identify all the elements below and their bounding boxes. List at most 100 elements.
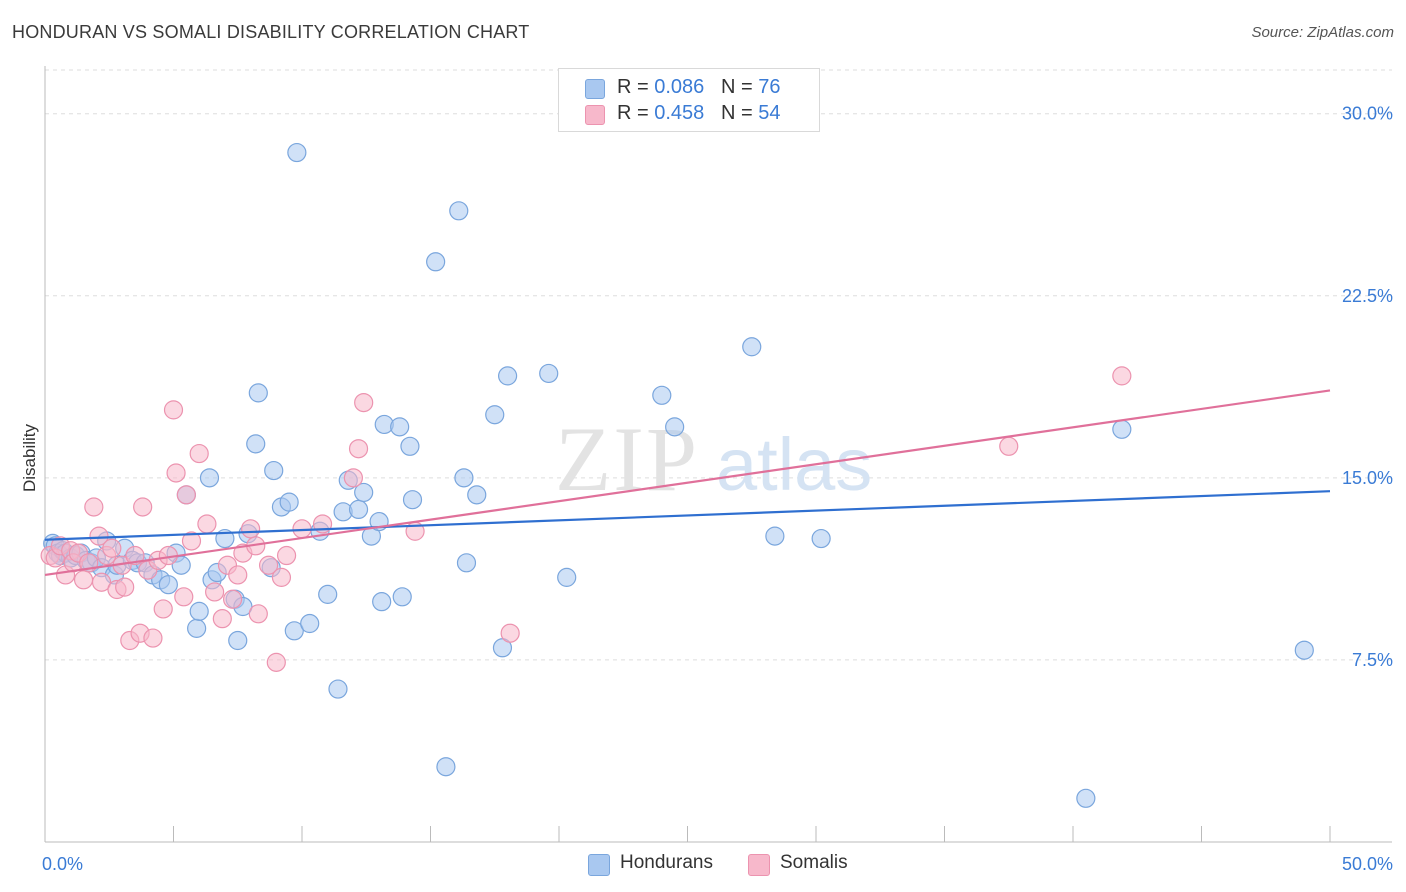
honduran-point — [456, 553, 477, 573]
honduran-point — [248, 383, 268, 403]
honduran-point — [454, 468, 474, 488]
y-tick-label: 30.0% — [1342, 104, 1393, 124]
y-tick-label: 22.5% — [1342, 286, 1393, 306]
honduran-point — [1112, 419, 1132, 439]
legend-text-somalis: R = 0.458 N = 54 — [617, 102, 781, 124]
somali-point — [1112, 366, 1132, 386]
honduran-point — [1294, 640, 1314, 660]
somali-point — [73, 570, 94, 590]
somali-point — [228, 565, 248, 585]
somali-point — [500, 623, 520, 643]
somali-point — [276, 545, 297, 566]
somali-point — [181, 531, 202, 551]
honduran-point — [372, 592, 392, 612]
honduran-point — [158, 575, 178, 595]
watermark: ZIP atlas — [555, 408, 872, 510]
somali-point — [241, 519, 261, 539]
somali-point — [223, 589, 243, 609]
somalis-label: Somalis — [780, 852, 848, 873]
honduran-point — [354, 482, 374, 503]
somali-point — [248, 604, 268, 624]
honduran-point — [228, 630, 248, 651]
somali-point — [143, 628, 163, 648]
somali-point — [271, 567, 292, 587]
somali-point — [348, 439, 369, 459]
honduran-point — [811, 528, 831, 549]
tick-labels: 7.5% 15.0% 22.5% 30.0% 0.0% 50.0% — [42, 104, 1393, 874]
honduran-point — [328, 679, 348, 699]
honduran-point — [189, 601, 209, 621]
watermark-atlas: atlas — [716, 423, 872, 506]
legend-text-hondurans: R = 0.086 N = 76 — [617, 76, 781, 98]
honduran-point — [287, 142, 307, 163]
honduran-point — [318, 584, 338, 604]
legend-swatch-somalis — [585, 105, 605, 125]
stats-legend: R = 0.086 N = 76 R = 0.458 N = 54 — [558, 68, 820, 132]
honduran-point — [436, 757, 456, 777]
honduran-point — [467, 485, 487, 505]
somali-point — [343, 468, 363, 488]
honduran-point — [199, 468, 220, 488]
honduran-point — [665, 417, 685, 437]
somali-point — [166, 463, 186, 483]
hondurans-trend-line — [44, 490, 1331, 541]
trend-lines — [44, 389, 1331, 577]
somalis-swatch — [748, 854, 770, 876]
somali-point — [197, 514, 217, 534]
y-tick-label: 15.0% — [1342, 468, 1393, 488]
honduran-point — [1076, 788, 1096, 808]
somali-point — [266, 652, 286, 672]
chart-title: HONDURAN VS SOMALI DISABILITY CORRELATIO… — [12, 22, 530, 42]
honduran-point — [485, 405, 505, 425]
somali-point — [205, 582, 225, 602]
somali-point — [163, 400, 184, 420]
axes — [44, 66, 1392, 843]
somali-point — [258, 555, 279, 575]
honduran-point — [498, 366, 518, 386]
x-tick-label: 0.0% — [42, 854, 83, 874]
honduran-point — [392, 587, 412, 607]
honduran-point — [449, 201, 469, 221]
honduran-point — [426, 252, 446, 272]
honduran-point — [652, 385, 672, 405]
somali-point — [354, 392, 374, 413]
somali-point — [84, 497, 104, 517]
somali-point — [102, 538, 122, 558]
honduran-point — [539, 363, 559, 384]
honduran-point — [742, 337, 762, 357]
somali-point — [212, 609, 232, 629]
honduran-point — [264, 460, 284, 481]
somali-point — [89, 526, 109, 546]
somalis-points — [40, 366, 1132, 672]
somali-point — [999, 436, 1019, 456]
honduran-point — [557, 567, 577, 587]
somalis-trend-line — [44, 389, 1331, 577]
honduran-point — [246, 434, 266, 454]
hondurans-label: Hondurans — [620, 852, 713, 873]
somali-point — [174, 587, 194, 607]
honduran-point — [765, 526, 785, 546]
legend-swatch-hondurans — [585, 79, 605, 99]
somali-point — [176, 485, 196, 505]
y-tick-label: 7.5% — [1352, 650, 1393, 670]
somali-point — [115, 577, 135, 597]
honduran-point — [300, 613, 320, 634]
somali-point — [133, 497, 153, 517]
honduran-point — [187, 618, 207, 638]
x-tick-label: 50.0% — [1342, 854, 1393, 874]
somali-point — [125, 545, 145, 566]
somali-point — [153, 599, 173, 619]
honduran-point — [402, 490, 423, 510]
y-axis-label: Disability — [20, 423, 39, 492]
hondurans-swatch — [588, 854, 610, 876]
gridlines — [45, 69, 1392, 661]
honduran-point — [400, 436, 420, 456]
somali-point — [189, 443, 209, 464]
honduran-point — [390, 417, 410, 437]
source-label: Source: ZipAtlas.com — [1251, 24, 1394, 41]
honduran-point — [284, 621, 304, 641]
honduran-point — [348, 499, 369, 520]
somali-point — [91, 572, 112, 592]
honduran-point — [279, 492, 299, 512]
